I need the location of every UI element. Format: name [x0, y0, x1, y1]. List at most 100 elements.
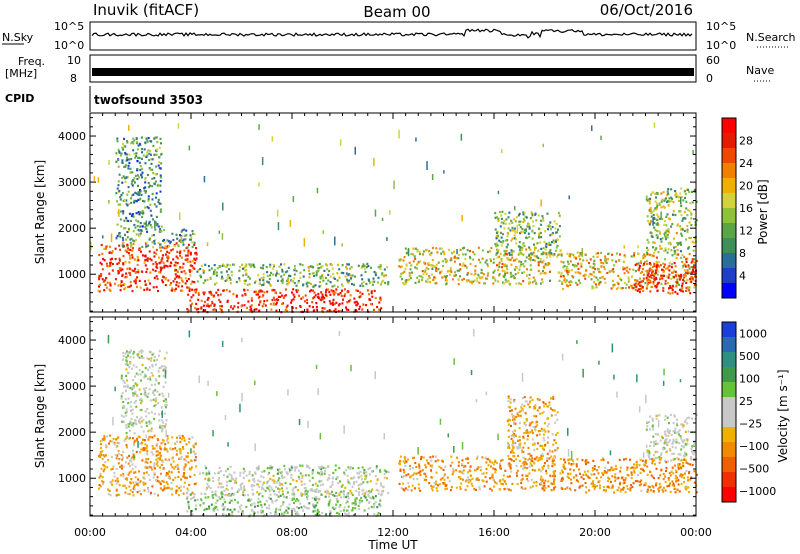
scatter-cell	[250, 484, 253, 487]
scatter-cell	[115, 192, 118, 195]
scatter-cell	[175, 242, 178, 245]
scatter-cell	[147, 181, 150, 185]
scatter-cell	[661, 198, 664, 201]
scatter-cell	[541, 215, 544, 218]
scatter-cell	[155, 285, 158, 289]
scatter-cell	[531, 459, 534, 462]
scatter-cell	[331, 490, 334, 493]
scatter-cell	[277, 298, 279, 302]
scatter-cell	[120, 280, 123, 283]
scatter-cell	[507, 429, 510, 432]
scatter-cell	[153, 463, 156, 467]
scatter-cell	[337, 304, 340, 307]
scatter-cell	[218, 466, 221, 469]
scatter-cell	[336, 263, 339, 266]
scatter-cell	[343, 288, 346, 291]
scatter-cell	[512, 250, 515, 253]
scatter-cell	[131, 456, 134, 459]
scatter-cell	[200, 264, 203, 267]
scatter-cell	[568, 269, 571, 272]
scatter-cell	[115, 152, 118, 155]
scatter-cell	[270, 308, 273, 311]
scatter-cell	[411, 271, 413, 274]
scatter-cell	[335, 503, 338, 506]
scatter-cell	[157, 457, 160, 460]
colorbar-segment	[722, 208, 736, 224]
scatter-cell	[424, 269, 427, 272]
scatter-cell	[347, 466, 350, 469]
scatter-cell	[154, 239, 157, 242]
scatter-cell	[226, 263, 229, 266]
scatter-cell	[516, 483, 519, 486]
scatter-cell	[340, 309, 343, 312]
scatter-cell	[290, 465, 293, 468]
scatter-cell	[677, 458, 680, 461]
scatter-cell	[120, 210, 123, 213]
scatter-cell	[356, 472, 359, 475]
scatter-cell	[256, 511, 259, 514]
scatter-cell	[124, 276, 127, 279]
scatter-cell	[438, 483, 441, 486]
scatter-cell	[528, 424, 531, 427]
scatter-cell	[182, 241, 184, 244]
scatter-cell	[646, 238, 649, 241]
scatter-cell	[320, 275, 323, 278]
scatter-cell	[537, 249, 540, 253]
scatter-cell	[591, 285, 594, 288]
scatter-cell	[426, 281, 429, 284]
scatter-cell	[527, 452, 530, 456]
scatter-cell	[653, 241, 656, 244]
scatter-cell	[124, 286, 127, 289]
scatter-cell	[124, 151, 127, 155]
scatter-cell	[330, 263, 333, 267]
scatter-cell	[259, 492, 262, 495]
scatter-cell	[136, 483, 138, 486]
scatter-cell	[153, 462, 156, 465]
scatter-cell	[156, 140, 159, 144]
scatter-cell	[671, 263, 673, 266]
nsky-label: N.Sky	[2, 31, 34, 44]
scatter-cell	[266, 486, 269, 489]
colorbar-segment	[722, 223, 736, 239]
scatter-cell	[209, 487, 212, 490]
scatter-cell	[362, 264, 365, 267]
scatter-cell	[540, 223, 543, 226]
scatter-cell	[412, 456, 415, 460]
scatter-cell	[593, 263, 596, 266]
scatter-cell	[310, 289, 313, 292]
scatter-cell	[294, 512, 297, 515]
scatter-cell	[688, 267, 691, 270]
scatter-cell	[596, 278, 599, 281]
scatter-cell	[107, 488, 109, 491]
scatter-cell	[127, 164, 130, 167]
scatter-cell	[497, 217, 500, 221]
scatter-cell	[181, 289, 184, 292]
scatter-cell	[520, 465, 523, 468]
scatter-cell	[104, 461, 107, 464]
scatter-cell	[125, 202, 128, 205]
scatter-cell	[507, 397, 510, 400]
scatter-cell	[464, 480, 467, 483]
scatter-cell	[550, 233, 553, 236]
scatter-cell	[261, 488, 264, 491]
scatter-cell	[136, 160, 139, 163]
scatter-cell	[404, 282, 407, 285]
scatter-cell	[672, 213, 674, 216]
scatter-cell	[546, 256, 549, 259]
scatter-cell	[194, 456, 197, 459]
scatter-cell	[272, 296, 275, 299]
scatter-cell	[685, 289, 688, 292]
scatter-cell	[194, 442, 197, 445]
scatter-cell	[518, 268, 521, 271]
scatter-cell	[504, 469, 507, 472]
scatter-cell	[449, 269, 452, 272]
scatter-cell	[138, 235, 141, 238]
scatter-cell	[113, 443, 116, 446]
scatter-cell	[132, 239, 135, 242]
scatter-cell	[128, 212, 131, 215]
scatter-cell	[124, 461, 127, 464]
scatter-cell	[181, 229, 184, 232]
scatter-cell	[671, 284, 674, 287]
scatter-cell	[335, 301, 338, 304]
scatter-cell	[636, 279, 639, 282]
